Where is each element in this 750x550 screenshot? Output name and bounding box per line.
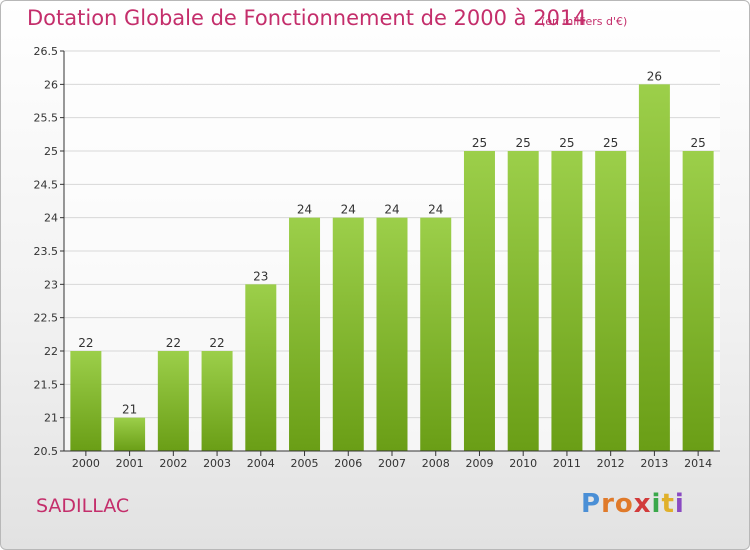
y-tick-label: 26 — [44, 78, 58, 91]
data-label: 24 — [428, 203, 443, 217]
x-tick-label: 2001 — [116, 457, 144, 470]
bar-2002 — [157, 351, 189, 451]
x-tick-label: 2003 — [203, 457, 231, 470]
bar-2004 — [245, 284, 277, 451]
chart-title: Dotation Globale de Fonctionnement de 20… — [27, 6, 587, 30]
data-label: 25 — [516, 136, 531, 150]
y-tick-label: 24 — [44, 212, 58, 225]
data-label: 25 — [559, 136, 574, 150]
y-tick-label: 26.5 — [34, 45, 59, 58]
data-label: 22 — [166, 336, 181, 350]
y-tick-label: 22 — [44, 345, 58, 358]
bar-2006 — [332, 217, 364, 451]
y-tick-label: 20.5 — [34, 445, 59, 458]
commune-name: SADILLAC — [36, 495, 130, 517]
data-label: 22 — [78, 336, 93, 350]
x-tick-label: 2014 — [684, 457, 712, 470]
bar-2007 — [376, 217, 408, 451]
data-label: 25 — [472, 136, 487, 150]
x-tick-label: 2002 — [159, 457, 187, 470]
bar-2014 — [682, 151, 714, 451]
bar-2013 — [638, 84, 670, 451]
bar-2001 — [114, 417, 146, 451]
bar-2012 — [595, 151, 627, 451]
y-tick-label: 25 — [44, 145, 58, 158]
bar-2011 — [551, 151, 583, 451]
y-tick-label: 21 — [44, 412, 58, 425]
y-tick-label: 24.5 — [34, 178, 59, 191]
x-tick-label: 2006 — [334, 457, 362, 470]
x-tick-label: 2012 — [597, 457, 625, 470]
data-label: 23 — [253, 269, 268, 283]
x-tick-label: 2000 — [72, 457, 100, 470]
bar-2009 — [463, 151, 495, 451]
y-tick-label: 25.5 — [34, 112, 59, 125]
data-label: 26 — [647, 69, 662, 83]
x-tick-label: 2005 — [291, 457, 319, 470]
bar-2000 — [70, 351, 102, 451]
y-tick-label: 22.5 — [34, 312, 59, 325]
data-label: 25 — [690, 136, 705, 150]
bar-2010 — [507, 151, 539, 451]
data-label: 24 — [297, 203, 312, 217]
x-tick-label: 2013 — [640, 457, 668, 470]
x-tick-label: 2007 — [378, 457, 406, 470]
data-label: 24 — [384, 203, 399, 217]
chart-unit: (en milliers d'€) — [541, 15, 628, 28]
y-tick-label: 23.5 — [34, 245, 59, 258]
x-tick-label: 2010 — [509, 457, 537, 470]
bar-2003 — [201, 351, 233, 451]
x-tick-label: 2011 — [553, 457, 581, 470]
y-tick-label: 21.5 — [34, 378, 59, 391]
data-label: 22 — [209, 336, 224, 350]
bar-2005 — [289, 217, 321, 451]
data-label: 24 — [341, 203, 356, 217]
data-label: 25 — [603, 136, 618, 150]
proxiti-logo: Proxiti — [581, 489, 685, 519]
y-tick-label: 23 — [44, 278, 58, 291]
data-label: 21 — [122, 403, 137, 417]
bar-2008 — [420, 217, 452, 451]
x-tick-label: 2009 — [465, 457, 493, 470]
x-tick-label: 2008 — [422, 457, 450, 470]
x-tick-label: 2004 — [247, 457, 275, 470]
